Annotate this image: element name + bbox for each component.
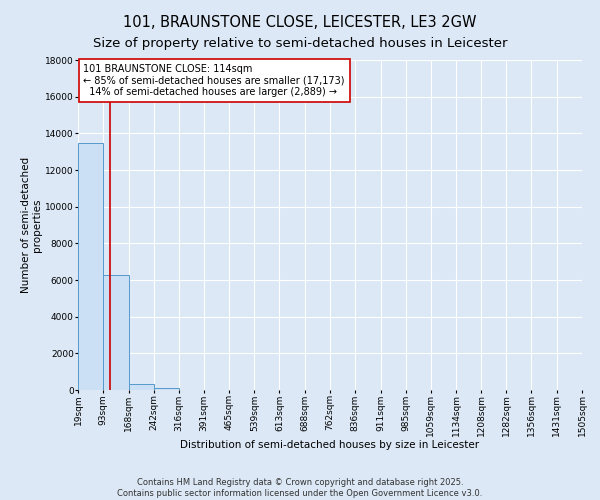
Bar: [78, 142, 103, 390]
Text: 101, BRAUNSTONE CLOSE, LEICESTER, LE3 2GW: 101, BRAUNSTONE CLOSE, LEICESTER, LE3 2G…: [123, 15, 477, 30]
Text: Contains HM Land Registry data © Crown copyright and database right 2025.
Contai: Contains HM Land Registry data © Crown c…: [118, 478, 482, 498]
Bar: [103, 274, 128, 390]
Y-axis label: Number of semi-detached
properties: Number of semi-detached properties: [21, 157, 43, 293]
Text: 101 BRAUNSTONE CLOSE: 114sqm
← 85% of semi-detached houses are smaller (17,173)
: 101 BRAUNSTONE CLOSE: 114sqm ← 85% of se…: [83, 64, 345, 97]
Bar: [128, 384, 154, 390]
Bar: [154, 388, 179, 390]
X-axis label: Distribution of semi-detached houses by size in Leicester: Distribution of semi-detached houses by …: [181, 440, 479, 450]
Text: Size of property relative to semi-detached houses in Leicester: Size of property relative to semi-detach…: [93, 38, 507, 51]
